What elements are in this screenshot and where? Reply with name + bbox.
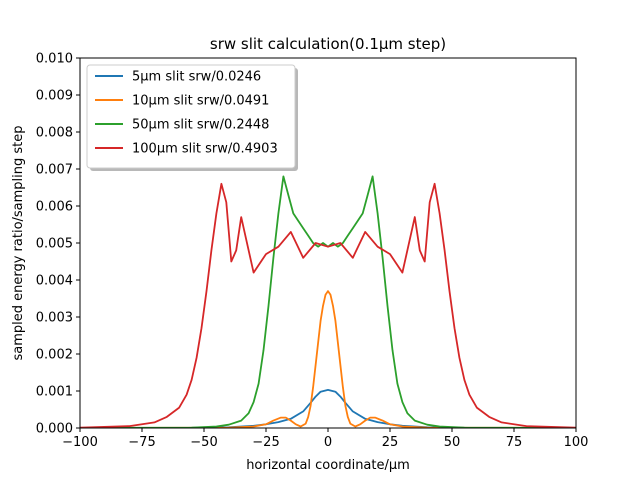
x-tick-label: −75 (128, 435, 155, 450)
x-tick-label: 50 (444, 435, 461, 450)
x-tick-label: 100 (564, 435, 589, 450)
legend-label-3: 50μm slit srw/0.2448 (132, 118, 269, 133)
legend-box (86, 64, 296, 169)
legend-items: 5μm slit srw/0.0246 10μm slit srw/0.0491 5… (95, 70, 278, 157)
y-tick-label: 0.000 (36, 422, 73, 437)
y-axis-label: sampled energy ratio/sampling step (11, 125, 26, 360)
plot-area (79, 57, 577, 429)
series-line-2 (80, 290, 576, 428)
x-tick-label: −50 (190, 435, 217, 450)
y-tick-label: 0.002 (36, 348, 73, 363)
series-group (80, 175, 576, 428)
x-axis: −100 −75 −50 −25 0 25 50 75 100 (62, 428, 588, 450)
y-tick-label: 0.009 (36, 89, 73, 104)
legend: 5μm slit srw/0.0246 10μm slit srw/0.0491 5… (86, 64, 298, 171)
y-axis: 0.000 0.001 0.002 0.003 0.004 0.005 0.006 0.007… (36, 52, 80, 437)
y-tick-label: 0.001 (36, 385, 73, 400)
y-tick-label: 0.010 (36, 52, 73, 67)
legend-label-2: 10μm slit srw/0.0491 (132, 94, 269, 109)
x-tick-label: 75 (506, 435, 523, 450)
y-tick-label: 0.007 (36, 163, 73, 178)
y-tick-label: 0.008 (36, 126, 73, 141)
legend-label-1: 5μm slit srw/0.0246 (132, 70, 261, 85)
y-tick-label: 0.004 (36, 274, 73, 289)
series-line-4 (80, 182, 576, 428)
x-tick-label: 25 (382, 435, 399, 450)
x-tick-label: −100 (62, 435, 98, 450)
x-tick-label: 0 (324, 435, 332, 450)
x-tick-label: −25 (252, 435, 279, 450)
chart-title: srw slit calculation(0.1μm step) (210, 35, 446, 53)
x-axis-label: horizontal coordinate/μm (246, 458, 410, 473)
y-tick-label: 0.003 (36, 311, 73, 326)
legend-label-4: 100μm slit srw/0.4903 (132, 142, 278, 157)
y-tick-label: 0.005 (36, 237, 73, 252)
y-tick-label: 0.006 (36, 200, 73, 215)
